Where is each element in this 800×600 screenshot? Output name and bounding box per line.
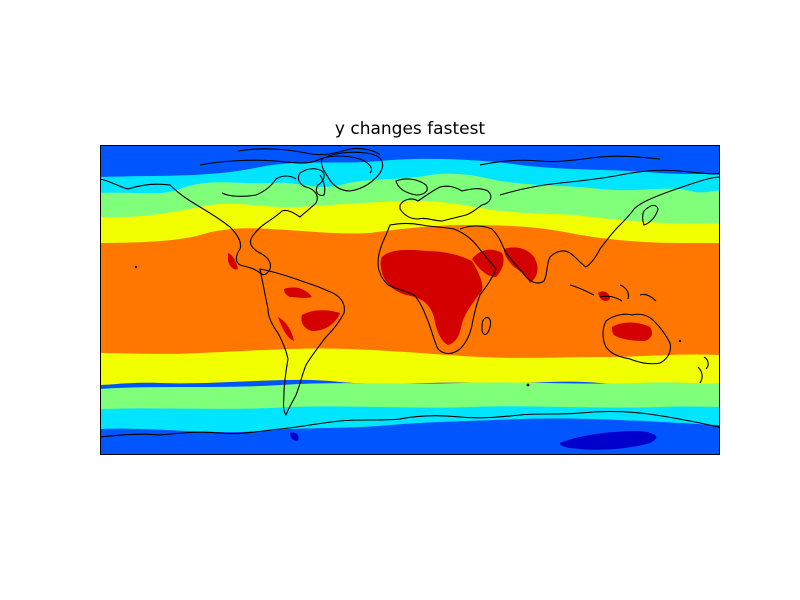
coastlines xyxy=(100,147,720,438)
coast-japan xyxy=(641,204,659,226)
coast-europe xyxy=(399,185,492,222)
hotspot-andes xyxy=(278,317,294,341)
coldspot-antarctica xyxy=(560,431,657,450)
map-frame xyxy=(100,145,720,455)
coast-indonesia xyxy=(569,284,657,302)
hotspot-australia xyxy=(612,322,652,341)
coast-asia xyxy=(459,176,720,284)
hotspot-central-america xyxy=(228,253,238,270)
coast-new-zealand xyxy=(697,356,709,384)
coast-africa xyxy=(377,222,497,355)
coast-antarctica xyxy=(100,410,720,438)
coast-madagascar xyxy=(481,316,492,336)
hotspot-india xyxy=(504,247,538,283)
map-title: y changes fastest xyxy=(334,119,486,139)
hotspot-amazon xyxy=(284,287,312,298)
coast-australia xyxy=(602,313,672,365)
hotspot-amazon-south xyxy=(301,310,340,331)
hotspot-africa xyxy=(380,249,483,345)
coldspot-antarctica-west xyxy=(290,432,299,441)
coast-greenland xyxy=(320,151,384,192)
map-plot xyxy=(100,145,720,455)
islands xyxy=(134,265,682,387)
coast-south-america xyxy=(259,268,345,416)
coast-north-america xyxy=(100,168,326,276)
